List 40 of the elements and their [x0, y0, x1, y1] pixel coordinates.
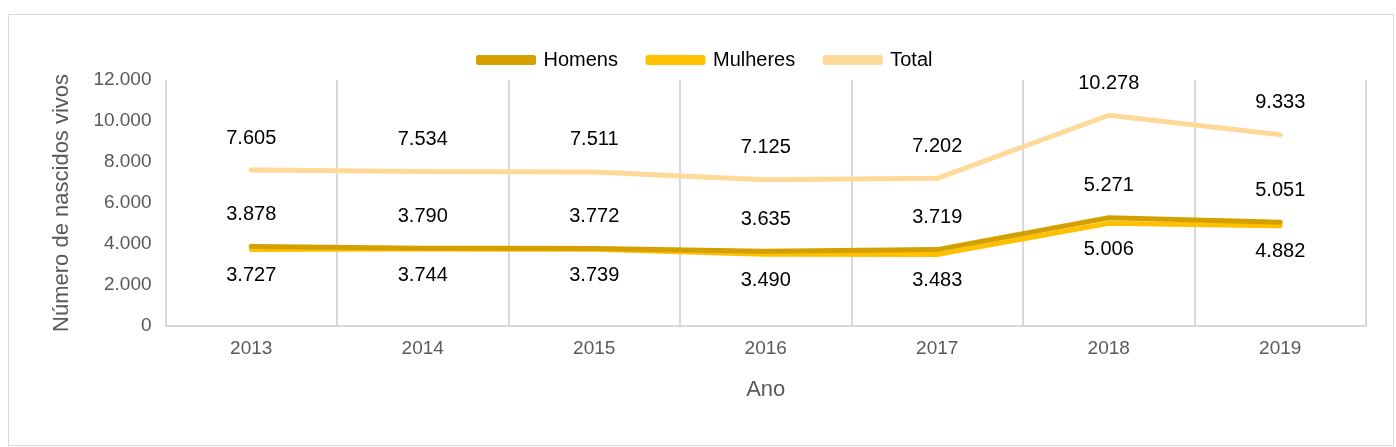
data-label: 4.882 — [1255, 239, 1306, 262]
data-label: 5.271 — [1083, 173, 1134, 196]
y-tick-label: 6.000 — [103, 191, 152, 213]
legend-label: Homens — [543, 47, 618, 70]
y-tick-label: 2.000 — [103, 273, 152, 295]
data-label: 7.605 — [226, 125, 277, 148]
y-tick-label: 12.000 — [93, 68, 152, 90]
y-tick-label: 10.000 — [93, 109, 152, 131]
data-label: 3.878 — [226, 201, 277, 224]
x-tick-label: 2013 — [230, 337, 273, 359]
x-tick-label: 2015 — [573, 337, 616, 359]
data-label: 3.727 — [226, 262, 277, 285]
data-label: 3.635 — [740, 206, 791, 229]
y-tick-label: 0 — [140, 314, 152, 336]
legend-label: Total — [890, 47, 933, 70]
data-label: 3.739 — [569, 262, 620, 285]
data-label: 7.511 — [569, 127, 619, 150]
data-label: 3.772 — [569, 204, 620, 227]
data-label: 5.006 — [1083, 236, 1134, 259]
x-tick-label: 2016 — [744, 337, 787, 359]
data-label: 3.483 — [912, 267, 963, 290]
data-label: 7.534 — [397, 126, 448, 149]
data-label: 3.744 — [397, 262, 448, 285]
x-tick-label: 2014 — [401, 337, 445, 359]
data-label: 7.202 — [912, 133, 963, 156]
data-label: 3.790 — [397, 203, 448, 226]
data-label: 9.333 — [1255, 90, 1306, 113]
y-axis-title: Número de nascidos vivos — [48, 73, 74, 332]
x-tick-label: 2019 — [1259, 337, 1302, 359]
y-tick-label: 8.000 — [103, 150, 152, 172]
x-tick-label: 2017 — [916, 337, 959, 359]
data-label: 3.719 — [912, 205, 963, 228]
data-label: 7.125 — [740, 135, 791, 158]
data-label: 10.278 — [1078, 70, 1140, 93]
x-axis-title: Ano — [746, 375, 786, 401]
data-label: 5.051 — [1255, 177, 1306, 200]
legend-label: Mulheres — [712, 47, 796, 70]
x-tick-label: 2018 — [1087, 337, 1130, 359]
y-tick-label: 4.000 — [103, 232, 152, 254]
data-label: 3.490 — [740, 267, 791, 290]
